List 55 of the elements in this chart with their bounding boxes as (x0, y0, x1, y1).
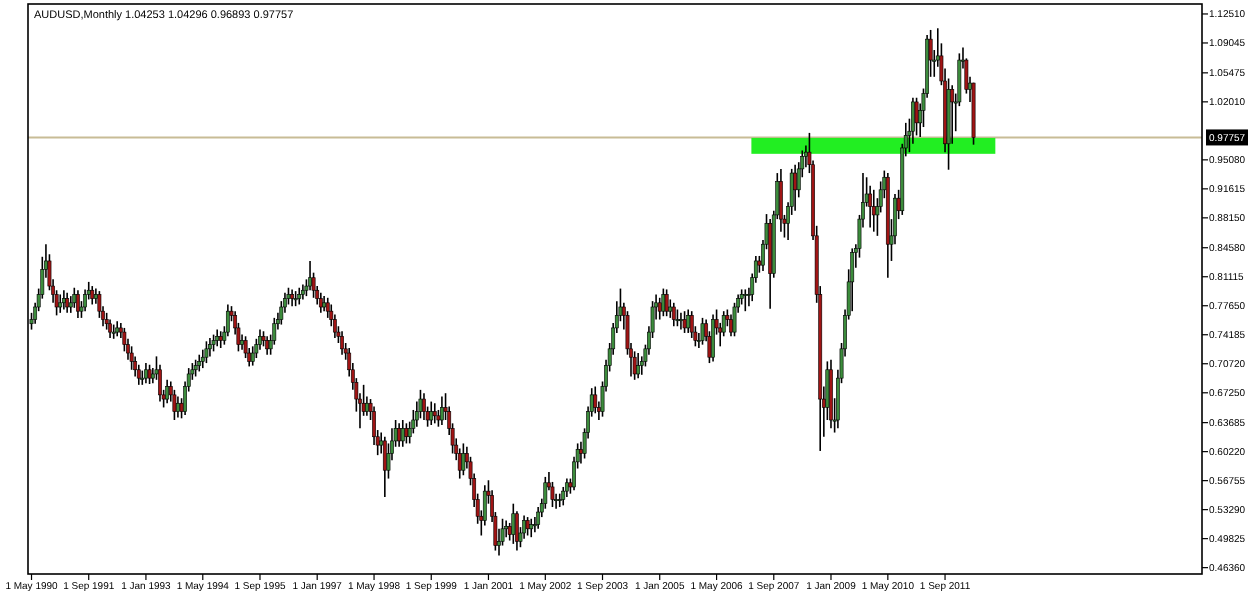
candlestick (689, 310, 694, 339)
candlestick (140, 369, 145, 386)
candlestick (636, 352, 641, 379)
candlestick (204, 340, 209, 364)
candlestick (593, 385, 598, 415)
candlestick (418, 389, 423, 420)
candlestick (914, 96, 919, 137)
candlestick (279, 300, 284, 326)
candlestick (868, 184, 873, 229)
candlestick (536, 506, 541, 530)
candlestick (432, 402, 437, 425)
candlestick (522, 514, 526, 540)
candlestick (97, 290, 102, 319)
candlestick (721, 310, 726, 338)
candlestick (411, 409, 416, 435)
candlestick (400, 419, 405, 448)
candlestick (732, 302, 737, 338)
candlestick (679, 312, 683, 331)
candlestick (482, 484, 487, 527)
candlestick (108, 318, 112, 339)
candlestick (529, 517, 534, 538)
candlestick (664, 288, 669, 317)
candlestick (543, 476, 548, 510)
candlestick (564, 477, 569, 498)
candlestick (200, 348, 205, 369)
candlestick (158, 363, 162, 403)
candlestick (397, 422, 402, 448)
candlestick (515, 510, 519, 552)
candlestick (561, 486, 566, 507)
candlestick (250, 345, 255, 367)
candlestick (208, 337, 212, 358)
candlestick (258, 328, 262, 351)
candlestick (682, 310, 687, 334)
candlestick (129, 345, 134, 371)
candlestick (525, 516, 530, 537)
candlestick (76, 289, 80, 319)
candlestick (461, 442, 466, 477)
candlestick (382, 435, 387, 498)
candlestick (671, 302, 676, 328)
candlestick (83, 288, 87, 312)
candlestick (632, 350, 637, 381)
candlestick (225, 303, 230, 338)
candlestick (511, 502, 516, 545)
candlestick (440, 395, 444, 426)
candlestick (429, 400, 434, 426)
candlestick (422, 392, 426, 421)
candlestick (58, 293, 63, 314)
candlestick (254, 338, 259, 359)
candlestick (136, 363, 141, 386)
candlestick (340, 330, 344, 356)
candlestick (557, 492, 562, 508)
candlestick (711, 313, 715, 363)
candlestick (172, 389, 177, 421)
candlestick (850, 247, 855, 312)
candlestick (122, 327, 127, 353)
